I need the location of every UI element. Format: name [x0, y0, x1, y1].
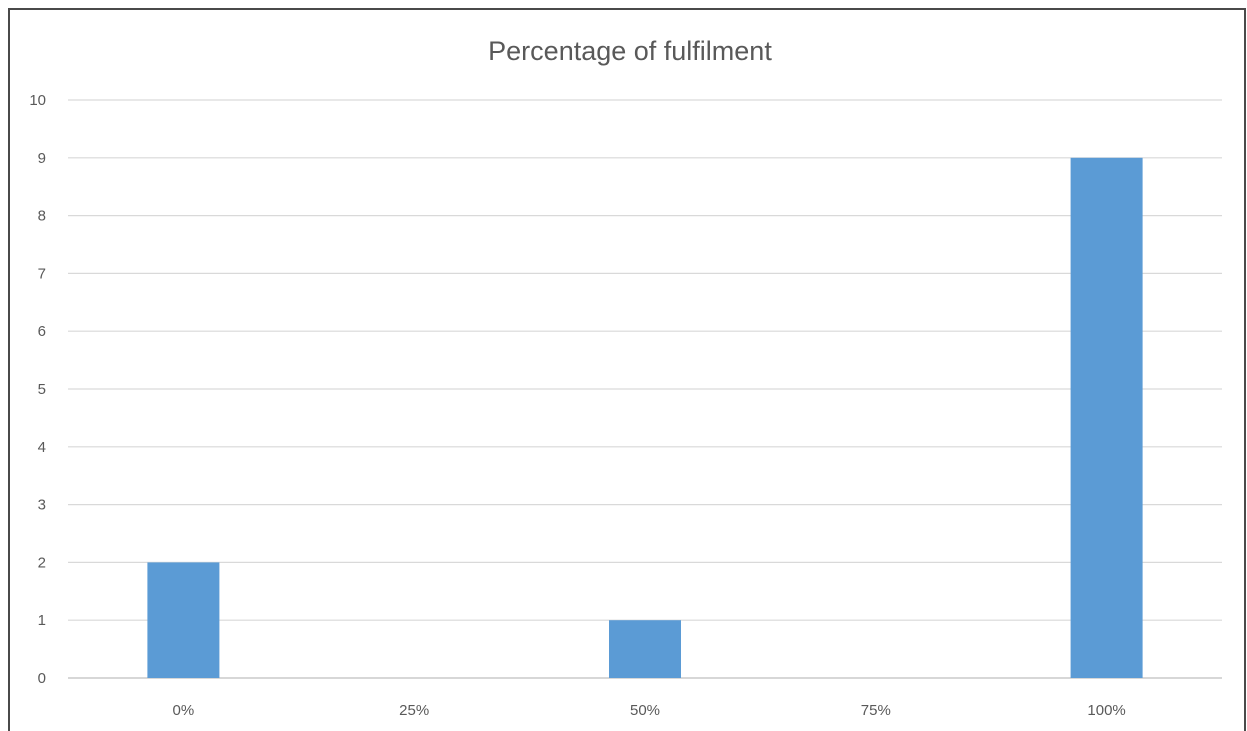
- y-tick-label: 5: [38, 381, 46, 398]
- y-tick-label: 8: [38, 208, 46, 225]
- x-axis-ticks: 0% 25% 50% 75% 100%: [173, 702, 1126, 719]
- y-tick-label: 1: [38, 612, 46, 629]
- x-tick-label: 75%: [861, 702, 891, 719]
- y-tick-label: 2: [38, 554, 46, 571]
- y-tick-label: 3: [38, 497, 46, 514]
- y-tick-label: 10: [29, 92, 46, 109]
- chart-title: Percentage of fulfilment: [488, 36, 772, 66]
- x-tick-label: 50%: [630, 702, 660, 719]
- x-tick-label: 100%: [1087, 702, 1125, 719]
- gridlines: [68, 99, 1222, 679]
- bar: [1070, 157, 1143, 679]
- bars: [147, 157, 1143, 679]
- y-tick-label: 6: [38, 323, 46, 340]
- y-tick-label: 7: [38, 265, 46, 282]
- x-tick-label: 0%: [173, 702, 195, 719]
- x-tick-label: 25%: [399, 702, 429, 719]
- y-tick-label: 0: [38, 670, 46, 687]
- bar: [609, 620, 681, 678]
- y-tick-label: 4: [38, 439, 46, 456]
- y-axis-ticks: 0 1 2 3 4 5 6 7 8 9 10: [29, 92, 46, 687]
- bar: [147, 562, 220, 678]
- y-tick-label: 9: [38, 150, 46, 167]
